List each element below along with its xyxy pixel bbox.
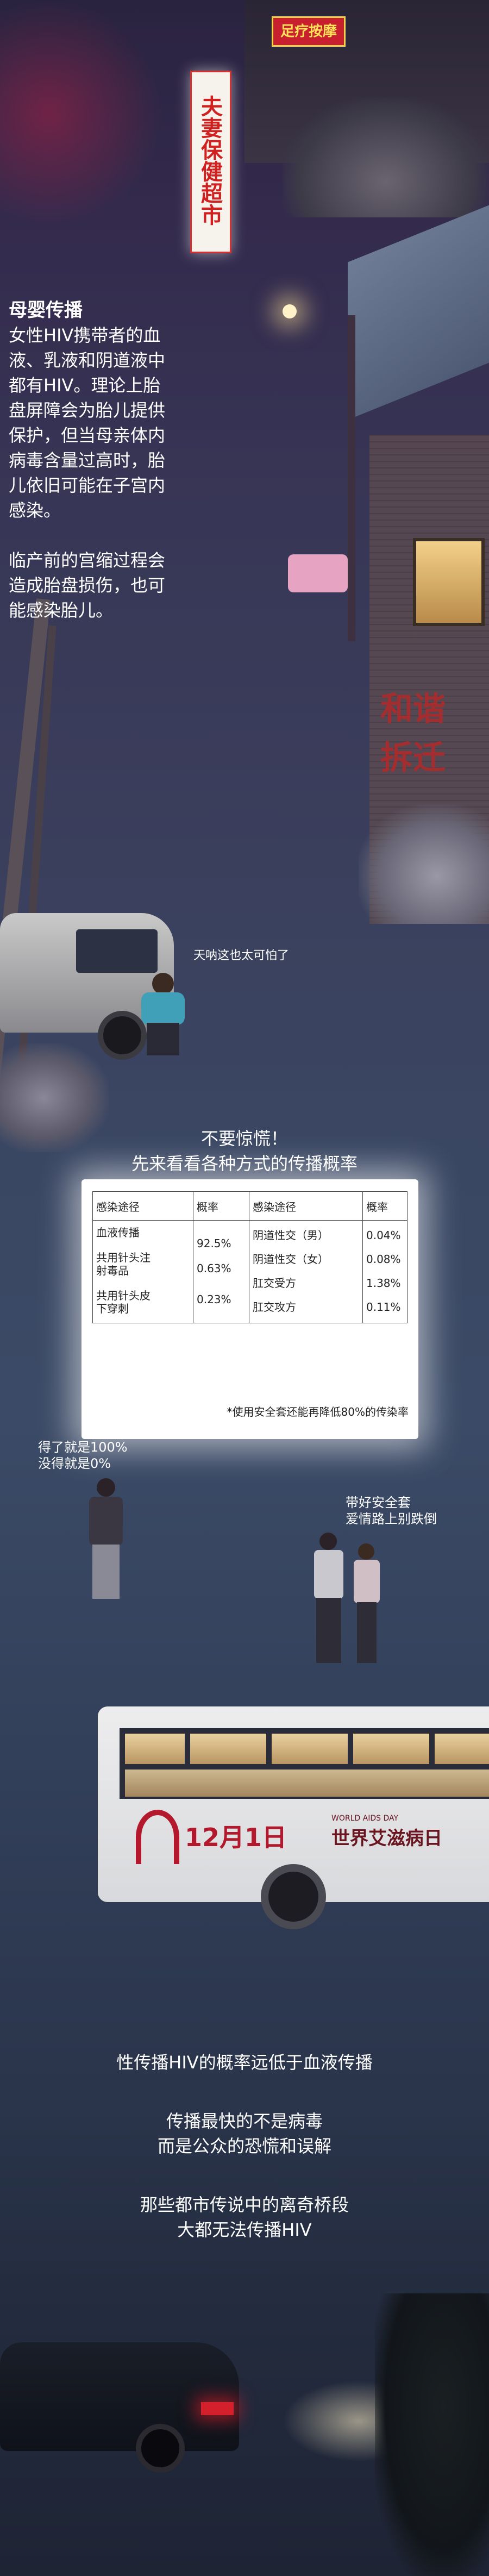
right-route-2: 肛交受方 bbox=[253, 1277, 296, 1290]
street-lamp bbox=[283, 304, 297, 318]
rubble-left bbox=[0, 1043, 109, 1152]
kid-head bbox=[152, 973, 174, 995]
right-rate-3: 0.11% bbox=[366, 1300, 401, 1314]
right-rate-0: 0.04% bbox=[366, 1229, 401, 1242]
right-routes-cell: 阴道性交（男） 阴道性交（女） 肛交受方 肛交攻方 bbox=[249, 1220, 363, 1323]
bus: 12月1日 WORLD AIDS DAY 世界艾滋病日 bbox=[98, 1706, 489, 1929]
man-bubble: 得了就是100% 没得就是0% bbox=[38, 1439, 128, 1472]
bus-wheel bbox=[261, 1864, 326, 1929]
suv-taillight bbox=[201, 2402, 234, 2415]
closing-line-2: 传播最快的不是病毒 bbox=[166, 2111, 323, 2131]
kid-body bbox=[141, 992, 185, 1025]
couple-man bbox=[310, 1533, 348, 1663]
right-rate-2: 1.38% bbox=[366, 1277, 401, 1290]
couple-man-head bbox=[319, 1533, 337, 1550]
couple-figures bbox=[304, 1533, 391, 1663]
roadside-tree bbox=[375, 2293, 489, 2576]
left-route-1: 共用针头注射毒品 bbox=[96, 1251, 151, 1277]
mother-child-section: 母婴传播 女性HIV携带者的血液、乳液和阴道液中都有HIV。理论上胎盘屏障会为胎… bbox=[9, 298, 172, 623]
couple-bubble-line-2: 爱情路上别跌倒 bbox=[346, 1511, 437, 1527]
scared-kid bbox=[130, 973, 190, 1055]
rubble-pile bbox=[359, 804, 489, 924]
van-window bbox=[76, 929, 158, 973]
bus-window-5 bbox=[435, 1734, 489, 1764]
header-route-right: 感染途径 bbox=[249, 1191, 363, 1221]
bus-window-3 bbox=[272, 1734, 348, 1764]
section-paragraph-2: 临产前的宫缩过程会造成胎盘损伤，也可能感染胎儿。 bbox=[9, 550, 166, 621]
left-routes-cell: 血液传播 共用针头注射毒品 共用针头皮下穿刺 bbox=[92, 1220, 193, 1323]
section-paragraph-1: 女性HIV携带者的血液、乳液和阴道液中都有HIV。理论上胎盘屏障会为胎儿提供保护… bbox=[9, 325, 166, 521]
couple-man-torso bbox=[314, 1550, 343, 1599]
intro-line-2: 先来看看各种方式的传播概率 bbox=[131, 1153, 358, 1174]
left-route-0: 血液传播 bbox=[96, 1226, 140, 1239]
couple-woman bbox=[350, 1543, 383, 1663]
building-roof bbox=[348, 205, 489, 420]
left-rates-cell: 92.5% 0.63% 0.23% bbox=[193, 1220, 249, 1323]
left-route-2: 共用针头皮下穿刺 bbox=[96, 1289, 151, 1315]
section-title: 母婴传播 bbox=[9, 299, 83, 321]
trash-pile bbox=[283, 98, 489, 217]
intro-line-1: 不要惊慌！ bbox=[200, 1128, 288, 1149]
scared-bubble: 天呐这也太可怕了 bbox=[193, 949, 290, 962]
shop-sign-text: 足疗按摩 bbox=[280, 23, 337, 40]
probability-card: 感染途径 概率 感染途径 概率 血液传播 共用针头注射毒品 共用针头皮下穿刺 9… bbox=[82, 1179, 418, 1439]
couple-bubble: 带好安全套 爱情路上别跌倒 bbox=[346, 1495, 437, 1527]
lit-window bbox=[413, 538, 485, 626]
couple-bubble-line-1: 带好安全套 bbox=[346, 1495, 411, 1510]
bus-small-text: WORLD AIDS DAY bbox=[331, 1814, 399, 1823]
man-bubble-line-2: 没得就是0% bbox=[38, 1456, 111, 1471]
table-body-row: 血液传播 共用针头注射毒品 共用针头皮下穿刺 92.5% 0.63% 0.23%… bbox=[92, 1220, 408, 1323]
closing-line-1: 性传播HIV的概率远低于血液传播 bbox=[116, 2052, 373, 2073]
vertical-sign: 夫妻保健超市 bbox=[190, 71, 231, 253]
closing-line-3: 而是公众的恐慌和误解 bbox=[157, 2136, 331, 2156]
bus-label: 世界艾滋病日 bbox=[331, 1828, 442, 1849]
shop-sign-top: 足疗按摩 bbox=[272, 16, 346, 47]
bus-window-1 bbox=[125, 1734, 185, 1764]
man-figure bbox=[82, 1478, 130, 1603]
bus-date: 12月1日 bbox=[185, 1823, 287, 1852]
left-rate-1: 0.63% bbox=[197, 1261, 231, 1275]
wooden-pole-right bbox=[348, 315, 355, 641]
right-rate-1: 0.08% bbox=[366, 1253, 401, 1266]
left-rate-2: 0.23% bbox=[197, 1292, 231, 1306]
right-rates-cell: 0.04% 0.08% 1.38% 0.11% bbox=[362, 1220, 408, 1323]
wall-writing: 和谐 拆迁 bbox=[380, 690, 446, 777]
man-head bbox=[97, 1478, 115, 1497]
red-glow bbox=[0, 0, 163, 228]
suv-body bbox=[0, 2342, 239, 2451]
closing-line-5: 大都无法传播HIV bbox=[177, 2219, 312, 2240]
vertical-sign-text: 夫妻保健超市 bbox=[197, 95, 222, 226]
bus-window-2 bbox=[190, 1734, 266, 1764]
right-route-3: 肛交攻方 bbox=[253, 1300, 296, 1314]
man-legs bbox=[92, 1545, 120, 1599]
couple-woman-torso bbox=[354, 1560, 380, 1603]
kid-legs bbox=[147, 1023, 179, 1055]
header-rate-left: 概率 bbox=[193, 1191, 249, 1221]
suv bbox=[0, 2331, 239, 2473]
bus-window-6 bbox=[125, 1770, 489, 1797]
table-footnote: *使用安全套还能再降低80%的传染率 bbox=[227, 1405, 409, 1418]
header-rate-right: 概率 bbox=[362, 1191, 408, 1221]
right-route-0: 阴道性交（男） bbox=[253, 1229, 329, 1242]
alley-scene: 足疗按摩 夫妻保健超市 和谐 拆迁 bbox=[0, 0, 489, 1087]
right-route-1: 阴道性交（女） bbox=[253, 1253, 329, 1266]
couple-man-legs bbox=[316, 1598, 341, 1663]
probability-table: 感染途径 概率 感染途径 概率 血液传播 共用针头注射毒品 共用针头皮下穿刺 9… bbox=[92, 1191, 408, 1323]
bus-window-4 bbox=[353, 1734, 429, 1764]
left-rate-0: 92.5% bbox=[197, 1236, 231, 1250]
table-header-row: 感染途径 概率 感染途径 概率 bbox=[92, 1191, 408, 1221]
man-bubble-line-1: 得了就是100% bbox=[38, 1440, 128, 1455]
suv-wheel bbox=[136, 2424, 185, 2473]
couple-woman-head bbox=[358, 1543, 374, 1560]
couple-woman-legs bbox=[357, 1602, 377, 1663]
man-torso bbox=[89, 1497, 123, 1546]
header-route-left: 感染途径 bbox=[92, 1191, 193, 1221]
pink-laundry bbox=[288, 554, 348, 592]
closing-line-4: 那些都市传说中的离奇桥段 bbox=[140, 2194, 349, 2215]
red-ribbon bbox=[136, 1810, 179, 1864]
